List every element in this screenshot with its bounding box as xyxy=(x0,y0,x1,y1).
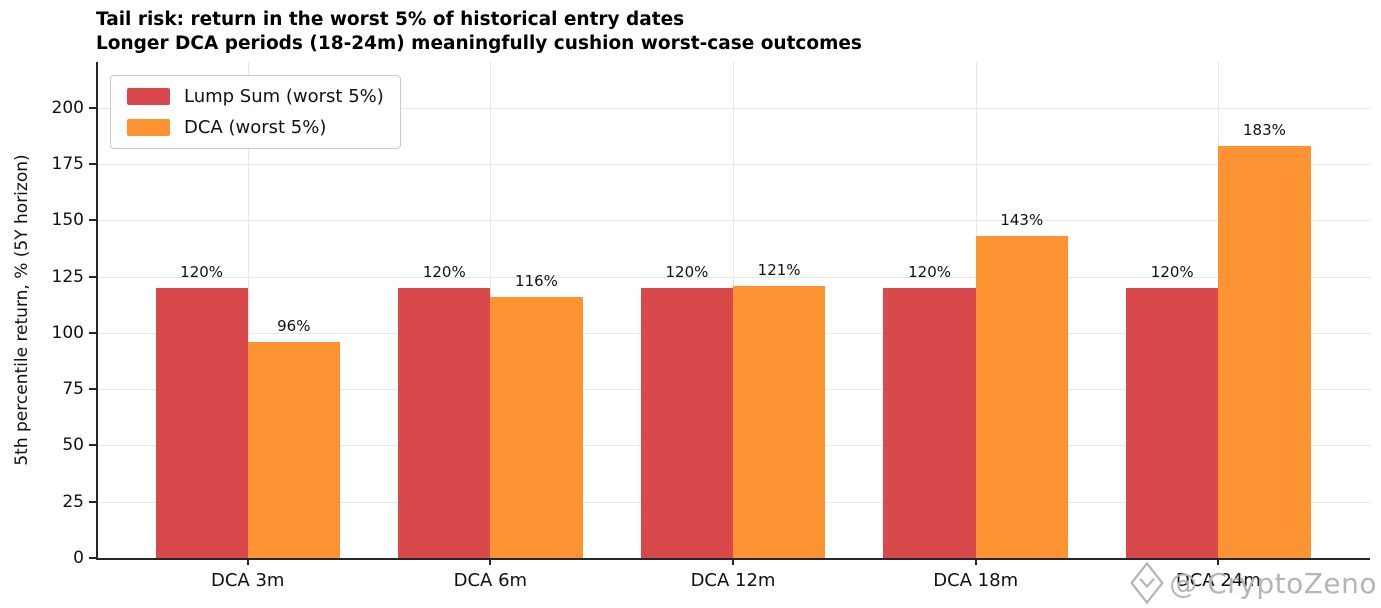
x-tick-mark xyxy=(246,558,249,565)
y-tick-mark xyxy=(89,275,96,278)
y-tick-mark xyxy=(89,219,96,222)
bar-value-label: 120% xyxy=(908,262,952,281)
bar-value-label: 121% xyxy=(757,260,801,279)
bar-dca-dca-12m xyxy=(733,285,826,558)
bar-value-label: 120% xyxy=(422,262,466,281)
y-tick-label: 200 xyxy=(51,97,84,118)
y-tick-label: 75 xyxy=(62,379,84,400)
x-tick-label-dca-12m: DCA 12m xyxy=(690,570,776,591)
bar-value-label: 183% xyxy=(1242,121,1286,140)
bar-lump-sum-dca-3m xyxy=(155,287,248,558)
y-tick-label: 50 xyxy=(62,435,84,456)
legend-swatch-lump-sum-icon xyxy=(127,88,170,105)
cryptozeno-logo-icon xyxy=(1130,562,1165,604)
y-tick-mark xyxy=(89,388,96,391)
y-tick-label: 25 xyxy=(62,491,84,512)
bar-lump-sum-dca-6m xyxy=(398,287,491,558)
y-tick-mark xyxy=(89,500,96,503)
x-tick-mark xyxy=(974,558,977,565)
legend-item-lump-sum: Lump Sum (worst 5%) xyxy=(127,86,384,107)
y-tick-mark xyxy=(89,331,96,334)
y-tick-mark xyxy=(89,444,96,447)
bar-lump-sum-dca-24m xyxy=(1126,287,1219,558)
bar-value-label: 116% xyxy=(515,271,558,290)
bar-value-label: 120% xyxy=(180,262,224,281)
x-tick-mark xyxy=(1217,558,1220,565)
watermark: @ CryptoZeno xyxy=(1130,562,1377,604)
bar-value-label: 96% xyxy=(277,316,311,335)
y-tick-label: 125 xyxy=(51,266,84,287)
legend: Lump Sum (worst 5%) DCA (worst 5%) xyxy=(110,75,401,149)
bar-dca-dca-3m xyxy=(247,341,340,558)
watermark-text: @ CryptoZeno xyxy=(1169,566,1377,600)
y-tick-label: 150 xyxy=(51,210,84,231)
x-tick-mark xyxy=(489,558,492,565)
x-gridline xyxy=(247,62,249,558)
y-tick-label: 100 xyxy=(51,322,84,343)
bar-value-label: 120% xyxy=(665,262,709,281)
legend-item-dca: DCA (worst 5%) xyxy=(127,117,384,138)
bar-dca-dca-24m xyxy=(1218,146,1311,558)
x-tick-mark xyxy=(732,558,735,565)
y-tick-mark xyxy=(89,106,96,109)
y-tick-mark xyxy=(89,557,96,559)
x-tick-label-dca-18m: DCA 18m xyxy=(933,570,1019,591)
bar-value-label: 143% xyxy=(1000,211,1044,230)
legend-label-dca: DCA (worst 5%) xyxy=(184,117,327,138)
bar-dca-dca-18m xyxy=(975,236,1068,558)
y-axis-title: 5th percentile return, % (5Y horizon) xyxy=(12,154,32,466)
legend-label-lump-sum: Lump Sum (worst 5%) xyxy=(184,86,384,107)
chart-title: Tail risk: return in the worst 5% of his… xyxy=(96,9,685,30)
bar-value-label: 120% xyxy=(1150,262,1194,281)
bar-dca-dca-6m xyxy=(490,296,583,558)
y-tick-mark xyxy=(89,163,96,166)
plot-area: 5th percentile return, % (5Y horizon) 0 2… xyxy=(12,62,1370,591)
bar-lump-sum-dca-12m xyxy=(640,287,734,558)
chart-title-block: Tail risk: return in the worst 5% of his… xyxy=(96,8,862,56)
x-tick-label-dca-6m: DCA 6m xyxy=(453,570,528,591)
y-tick-label: 0 xyxy=(73,548,84,568)
x-tick-label-dca-3m: DCA 3m xyxy=(210,570,285,591)
bar-lump-sum-dca-18m xyxy=(883,287,976,558)
chart-subtitle: Longer DCA periods (18-24m) meaningfully… xyxy=(96,33,862,54)
legend-swatch-dca-icon xyxy=(127,119,170,136)
x-tick-label-dca-24m: DCA 24m xyxy=(1175,570,1261,591)
y-tick-label: 175 xyxy=(51,154,84,175)
